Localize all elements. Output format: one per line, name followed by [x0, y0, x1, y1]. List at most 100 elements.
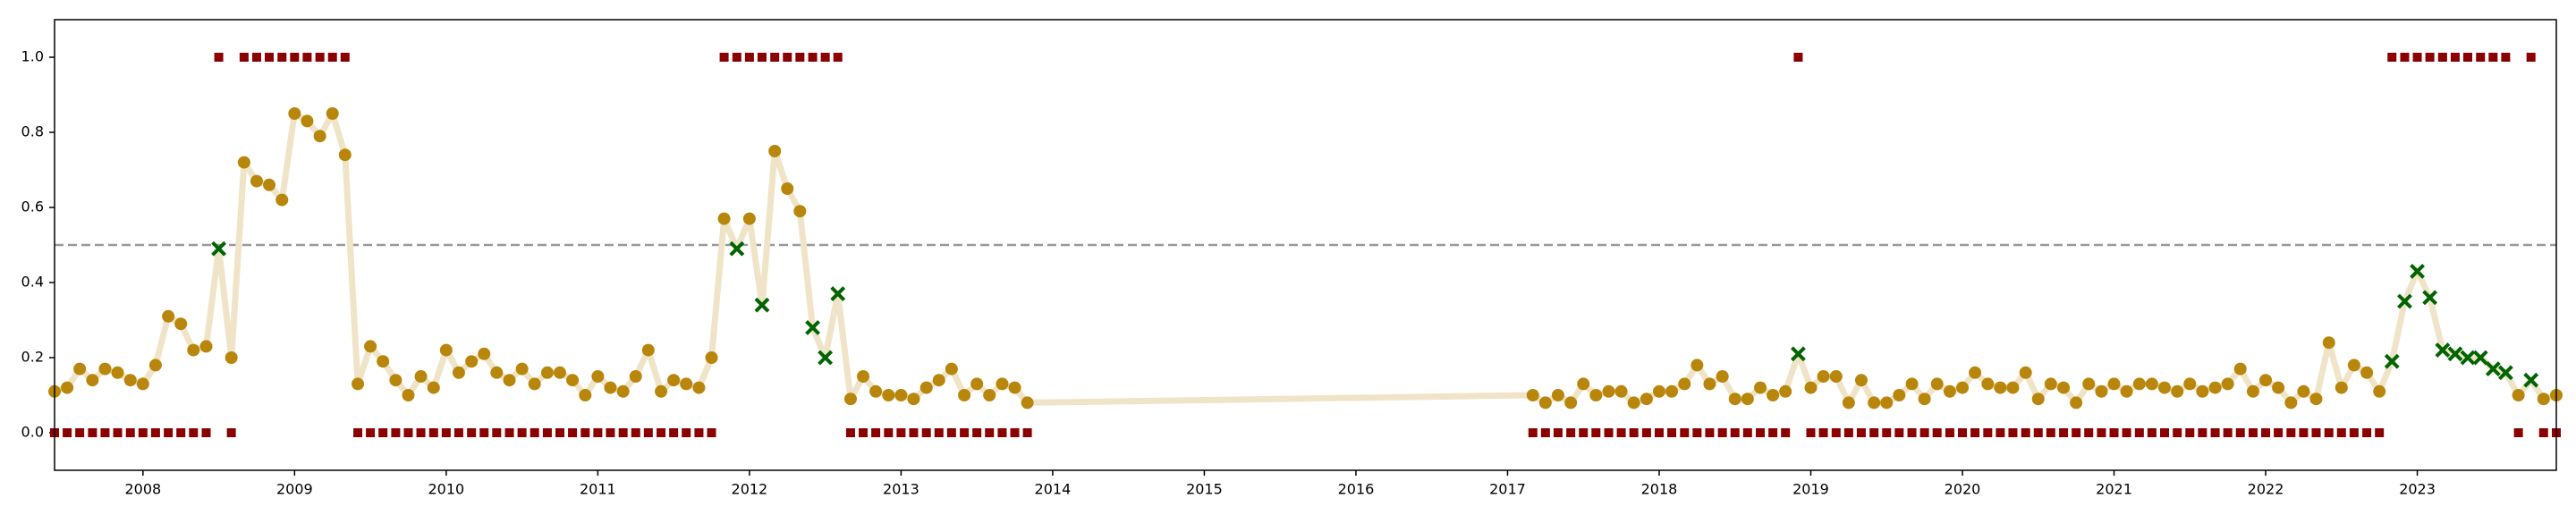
label-marker — [2159, 428, 2169, 437]
label-marker — [1996, 428, 2005, 437]
point — [882, 389, 895, 401]
label-marker — [2235, 428, 2245, 437]
point — [2373, 384, 2386, 398]
label-marker — [1945, 428, 1954, 437]
error-marker — [805, 319, 820, 335]
point — [1627, 396, 1640, 409]
point — [629, 370, 642, 383]
label-marker — [2375, 428, 2385, 437]
label-marker — [1869, 428, 1879, 437]
point — [1918, 393, 1931, 406]
point — [1690, 359, 1704, 372]
label-marker — [2122, 428, 2131, 437]
label-marker — [2387, 53, 2397, 62]
label-marker — [504, 428, 514, 437]
label-marker — [1907, 428, 1917, 437]
label-marker — [909, 428, 919, 437]
point — [326, 107, 339, 120]
point — [452, 366, 465, 379]
point — [2157, 381, 2171, 394]
label-marker — [214, 53, 224, 62]
label-marker — [265, 53, 275, 62]
label-marker — [2173, 428, 2182, 437]
point — [187, 343, 200, 357]
error-marker — [2422, 290, 2438, 306]
label-marker — [631, 428, 640, 437]
point — [742, 212, 756, 225]
label-marker — [1983, 428, 1993, 437]
label-marker — [1566, 428, 1576, 437]
label-marker — [517, 428, 527, 437]
point — [1678, 377, 1691, 391]
label-marker — [302, 53, 312, 62]
label-marker — [1540, 428, 1550, 437]
label-marker — [391, 428, 401, 437]
label-marker — [2072, 428, 2081, 437]
label-marker — [239, 53, 249, 62]
label-marker — [808, 53, 818, 62]
point — [377, 355, 390, 368]
label-marker — [833, 53, 843, 62]
point — [2006, 381, 2020, 394]
label-marker — [1919, 428, 1929, 437]
x-tick-label: 2019 — [1792, 481, 1829, 498]
point — [2196, 384, 2209, 398]
label-marker — [2021, 428, 2030, 437]
label-marker — [2538, 428, 2548, 437]
label-marker — [251, 53, 261, 62]
label-marker — [2476, 53, 2486, 62]
point — [2272, 381, 2285, 394]
error-marker — [754, 297, 770, 313]
label-marker — [2198, 428, 2207, 437]
point — [1589, 389, 1603, 401]
label-marker — [353, 428, 363, 437]
label-marker — [1680, 428, 1690, 437]
point — [1640, 393, 1653, 406]
label-marker — [2324, 428, 2334, 437]
point — [2057, 381, 2071, 394]
x-tick-label: 2016 — [1338, 481, 1375, 498]
error-marker — [2523, 372, 2539, 388]
point — [2019, 366, 2032, 379]
point — [1703, 377, 1716, 391]
label-marker — [694, 428, 704, 437]
label-marker — [606, 428, 615, 437]
point — [2107, 377, 2121, 391]
point — [1842, 396, 1855, 409]
series-line — [54, 110, 2557, 406]
label-marker — [593, 428, 603, 437]
label-marker — [719, 53, 729, 62]
point — [465, 355, 479, 368]
label-marker — [530, 428, 539, 437]
point — [2221, 377, 2234, 391]
label-marker — [290, 53, 300, 62]
point — [2070, 396, 2083, 409]
label-marker — [770, 53, 780, 62]
point — [566, 374, 580, 387]
point — [579, 389, 592, 401]
label-marker — [138, 428, 148, 437]
label-marker — [744, 53, 754, 62]
x-tick-label: 2011 — [580, 481, 616, 498]
point — [1652, 384, 1665, 398]
point — [2537, 393, 2550, 406]
label-marker — [2400, 53, 2410, 62]
y-tick-label: 0.0 — [21, 424, 44, 441]
label-marker — [960, 428, 970, 437]
point — [1956, 381, 1970, 394]
point — [2246, 384, 2259, 398]
y-tick-label: 1.0 — [21, 48, 44, 65]
point — [313, 130, 326, 143]
point — [237, 156, 250, 169]
label-marker — [176, 428, 186, 437]
point — [958, 389, 971, 401]
point — [1981, 377, 1995, 391]
point — [692, 381, 706, 394]
point — [402, 389, 415, 401]
label-marker — [795, 53, 805, 62]
label-marker — [707, 428, 716, 437]
point — [1943, 384, 1956, 398]
x-tick-label: 2017 — [1489, 481, 1526, 498]
label-marker — [1629, 428, 1639, 437]
label-marker — [2097, 428, 2106, 437]
